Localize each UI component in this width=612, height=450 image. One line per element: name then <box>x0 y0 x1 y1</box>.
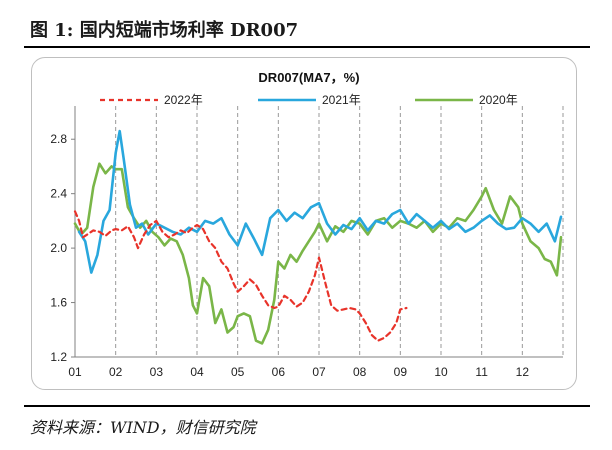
x-tick-label: 07 <box>312 365 326 379</box>
y-tick-label: 1.2 <box>50 350 67 364</box>
figure-title-text: 国内短端市场利率 DR007 <box>79 20 299 41</box>
x-tick-label: 10 <box>434 365 448 379</box>
series-line-2022年 <box>73 210 408 342</box>
legend-label: 2022年 <box>164 93 203 107</box>
chart-panel <box>31 57 577 390</box>
series-line-2021年 <box>77 129 563 274</box>
x-tick-label: 02 <box>109 365 123 379</box>
x-tick-label: 09 <box>394 365 408 379</box>
x-tick-label: 06 <box>272 365 286 379</box>
y-tick-label: 2.8 <box>50 132 67 146</box>
legend-label: 2020年 <box>479 93 518 107</box>
series-line-2020年 <box>73 162 563 345</box>
top-rule <box>24 46 590 48</box>
y-tick-label: 2.4 <box>50 187 67 201</box>
x-tick-label: 12 <box>516 365 530 379</box>
x-tick-label: 08 <box>353 365 367 379</box>
y-tick-label: 1.6 <box>50 296 67 310</box>
x-tick-label: 05 <box>231 365 245 379</box>
x-tick-label: 03 <box>150 365 164 379</box>
x-tick-label: 01 <box>68 365 82 379</box>
figure-title: 图 1: 国内短端市场利率 DR007 <box>30 16 298 42</box>
figure-label: 图 1: <box>30 20 74 41</box>
chart-title: DR007(MA7，%) <box>258 70 359 85</box>
legend-label: 2021年 <box>322 93 361 107</box>
x-tick-label: 11 <box>475 365 488 379</box>
source-note: 资料来源：WIND，财信研究院 <box>30 418 256 437</box>
y-tick-label: 2.0 <box>50 241 67 255</box>
bottom-rule <box>24 405 590 407</box>
x-tick-label: 04 <box>190 365 204 379</box>
